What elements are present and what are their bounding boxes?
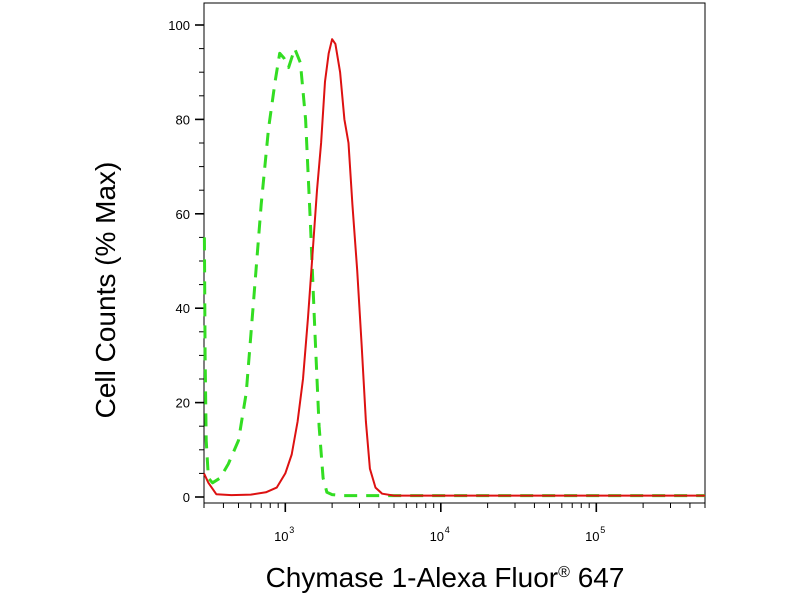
- x-tick-label-base: 10: [274, 529, 288, 544]
- y-tick-label: 100: [168, 18, 190, 33]
- x-axis-label-main: Chymase 1-Alexa Fluor: [265, 562, 559, 593]
- x-axis-label: Chymase 1-Alexa Fluor® 647: [205, 562, 685, 594]
- y-tick-label: 0: [183, 490, 190, 505]
- series-lines: [202, 38, 705, 498]
- series-solid-line: [203, 38, 705, 497]
- y-axis-ticks: 0 20 40 60 80 100: [168, 18, 204, 505]
- y-axis-label: Cell Counts (% Max): [90, 161, 121, 419]
- series-dashed-line: [202, 47, 705, 498]
- plot-frame: [203, 2, 706, 504]
- registered-mark: ®: [558, 564, 570, 581]
- x-tick-label-base: 10: [430, 529, 444, 544]
- x-tick-label-base: 10: [585, 529, 599, 544]
- y-tick-label: 40: [176, 301, 190, 316]
- y-tick-label: 20: [176, 396, 190, 411]
- x-tick-label-exponent: 3: [289, 525, 294, 535]
- x-axis-ticks: 10 3 10 4 10 5: [203, 503, 706, 544]
- y-tick-label: 80: [176, 112, 190, 127]
- x-tick-label-exponent: 5: [600, 525, 605, 535]
- x-axis-label-suffix: 647: [569, 562, 625, 593]
- y-tick-label: 60: [176, 207, 190, 222]
- x-tick-label-exponent: 4: [445, 525, 450, 535]
